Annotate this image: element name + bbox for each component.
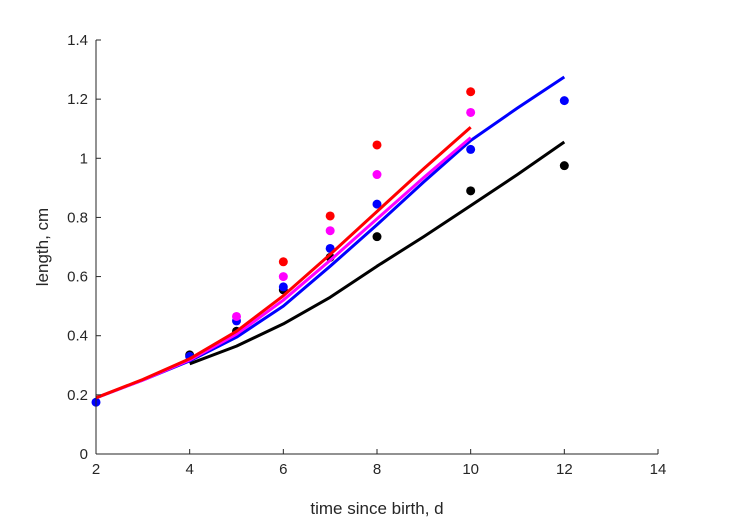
x-tick-label: 2: [92, 461, 100, 478]
axes: [95, 40, 658, 455]
series-1: [91, 75, 569, 407]
data-point: [466, 144, 476, 154]
data-point: [466, 186, 476, 196]
data-point: [372, 170, 382, 180]
x-tick-label: 10: [462, 461, 479, 478]
x-tick-label: 6: [279, 461, 287, 478]
data-point: [372, 232, 382, 242]
data-point: [278, 282, 288, 292]
data-point: [372, 199, 382, 209]
y-axis-label: length, cm: [33, 208, 52, 286]
x-tick-label: 14: [650, 461, 667, 478]
x-tick-label: 12: [556, 461, 573, 478]
data-point: [278, 272, 288, 282]
data-point: [232, 311, 241, 321]
series-line: [95, 126, 472, 400]
series-line: [189, 140, 566, 366]
data-point: [372, 140, 382, 150]
y-tick-label: 0.2: [67, 387, 88, 404]
y-tick-label: 1: [80, 150, 88, 167]
x-tick-label: 8: [373, 461, 381, 478]
plot-area: [91, 75, 569, 407]
y-tick-label: 0.8: [67, 209, 88, 226]
x-axis-label: time since birth, d: [310, 499, 443, 518]
data-point: [466, 107, 476, 117]
x-axis-ticks: 2 4 6 8 10 12 14: [92, 449, 667, 478]
x-tick-label: 4: [185, 461, 193, 478]
series-3: [95, 87, 476, 400]
y-tick-label: 0: [80, 446, 88, 463]
data-point: [325, 226, 335, 236]
data-point: [325, 211, 335, 221]
data-point: [559, 161, 569, 171]
y-tick-label: 0.4: [67, 328, 88, 345]
y-tick-label: 0.6: [67, 269, 88, 286]
data-point: [466, 87, 476, 97]
y-tick-label: 1.4: [67, 32, 88, 49]
series-2: [95, 107, 476, 400]
y-axis-ticks: 0 0.2 0.4 0.6 0.8 1 1.2 1.4: [67, 32, 101, 463]
data-point: [278, 257, 288, 267]
data-point: [559, 96, 569, 106]
y-tick-label: 1.2: [67, 91, 88, 108]
series-line: [95, 75, 566, 400]
